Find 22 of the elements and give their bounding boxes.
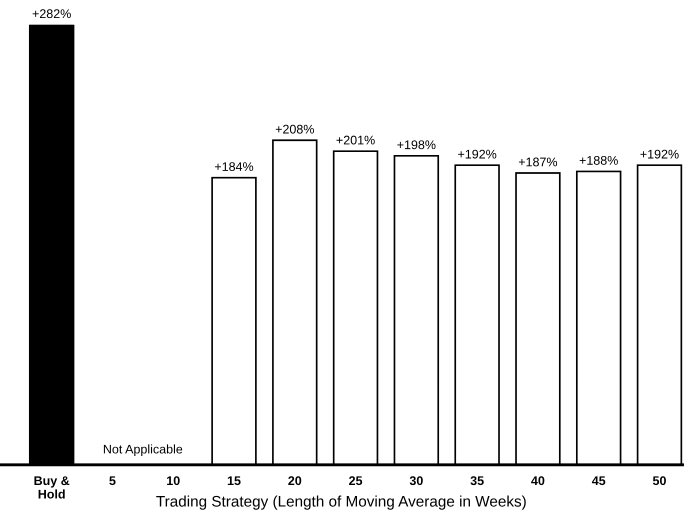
data-label: +208% (276, 124, 314, 134)
data-label: +187% (518, 158, 558, 166)
x-tick-label: 15 (228, 476, 241, 486)
annotation: Not Applicable (104, 444, 182, 456)
x-tick-label: 10 (167, 476, 180, 486)
data-label: +184% (214, 162, 254, 172)
x-tick-label: 35 (470, 476, 484, 486)
data-label: +188% (580, 156, 618, 165)
x-tick-label: 50 (652, 476, 666, 486)
data-label: +282% (32, 9, 71, 18)
x-tick-label: 45 (592, 476, 606, 486)
data-label: +198% (397, 140, 436, 150)
data-label: +192% (458, 150, 496, 159)
x-tick-label: 25 (349, 476, 362, 486)
x-tick-label: 5 (109, 476, 116, 486)
data-label: +192% (640, 150, 679, 159)
x-tick-label: 30 (410, 476, 423, 486)
x-axis-title: Trading Strategy (Length of Moving Average in Weeks) (156, 495, 526, 510)
data-label: +201% (336, 136, 375, 145)
x-tick-label: Buy & Hold (34, 476, 70, 499)
x-tick-label: 20 (288, 476, 302, 486)
x-tick-label: 40 (531, 476, 544, 486)
